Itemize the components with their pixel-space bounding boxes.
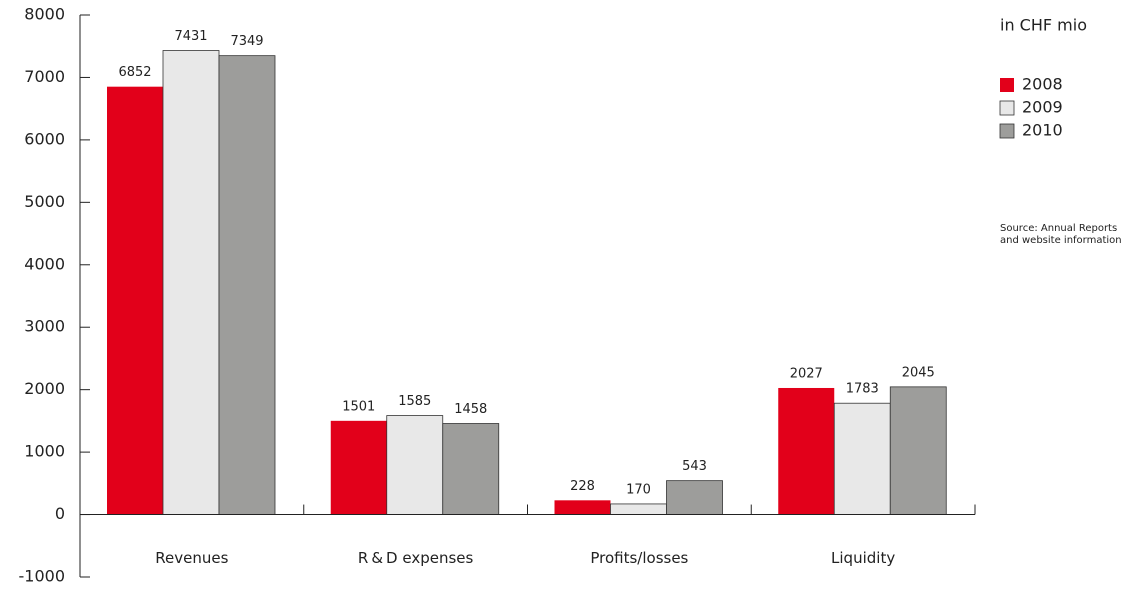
value-label: 1585 <box>398 394 431 409</box>
bar <box>330 420 387 515</box>
legend-label: 2009 <box>1022 98 1063 117</box>
y-tick-label: -1000 <box>19 567 66 586</box>
x-tick-label: Liquidity <box>831 549 895 567</box>
bar <box>554 500 611 515</box>
legend-swatch <box>999 100 1015 116</box>
bar <box>833 402 891 515</box>
unit-note: in CHF mio <box>1000 16 1087 35</box>
source-line: Source: Annual Reports <box>1000 223 1117 234</box>
y-tick-label: 4000 <box>24 254 65 273</box>
x-tick-label: Revenues <box>155 549 228 567</box>
value-label: 6852 <box>118 65 151 80</box>
value-label: 1458 <box>454 402 487 417</box>
y-tick-label: 0 <box>55 504 65 523</box>
value-label: 2045 <box>902 365 935 380</box>
legend-label: 2010 <box>1022 121 1063 140</box>
bar <box>889 386 947 515</box>
bar <box>386 415 444 515</box>
x-tick-label: R & D expenses <box>358 549 474 567</box>
y-tick-label: 6000 <box>24 129 65 148</box>
y-tick-label: 3000 <box>24 317 65 336</box>
y-tick-label: 7000 <box>24 67 65 86</box>
legend-swatch <box>999 123 1015 139</box>
bar <box>666 480 723 515</box>
value-label: 170 <box>626 482 651 497</box>
bar <box>442 423 500 515</box>
legend-label: 2008 <box>1022 75 1063 94</box>
value-label: 228 <box>570 479 595 494</box>
bar <box>778 387 835 515</box>
value-label: 1501 <box>342 399 375 414</box>
x-tick-label: Profits/losses <box>590 549 688 567</box>
value-label: 1783 <box>846 382 879 397</box>
y-tick-label: 2000 <box>24 379 65 398</box>
legend-swatch <box>1000 78 1014 92</box>
value-label: 2027 <box>790 366 823 381</box>
bar <box>610 503 667 515</box>
y-tick-label: 1000 <box>24 442 65 461</box>
y-tick-label: 5000 <box>24 192 65 211</box>
y-tick-label: 8000 <box>24 5 65 24</box>
bar <box>162 50 220 515</box>
source-line: and website information <box>1000 235 1122 246</box>
value-label: 543 <box>682 459 707 474</box>
value-label: 7349 <box>230 34 263 49</box>
value-label: 7431 <box>174 29 207 44</box>
bar <box>218 55 276 515</box>
bar <box>107 86 163 515</box>
